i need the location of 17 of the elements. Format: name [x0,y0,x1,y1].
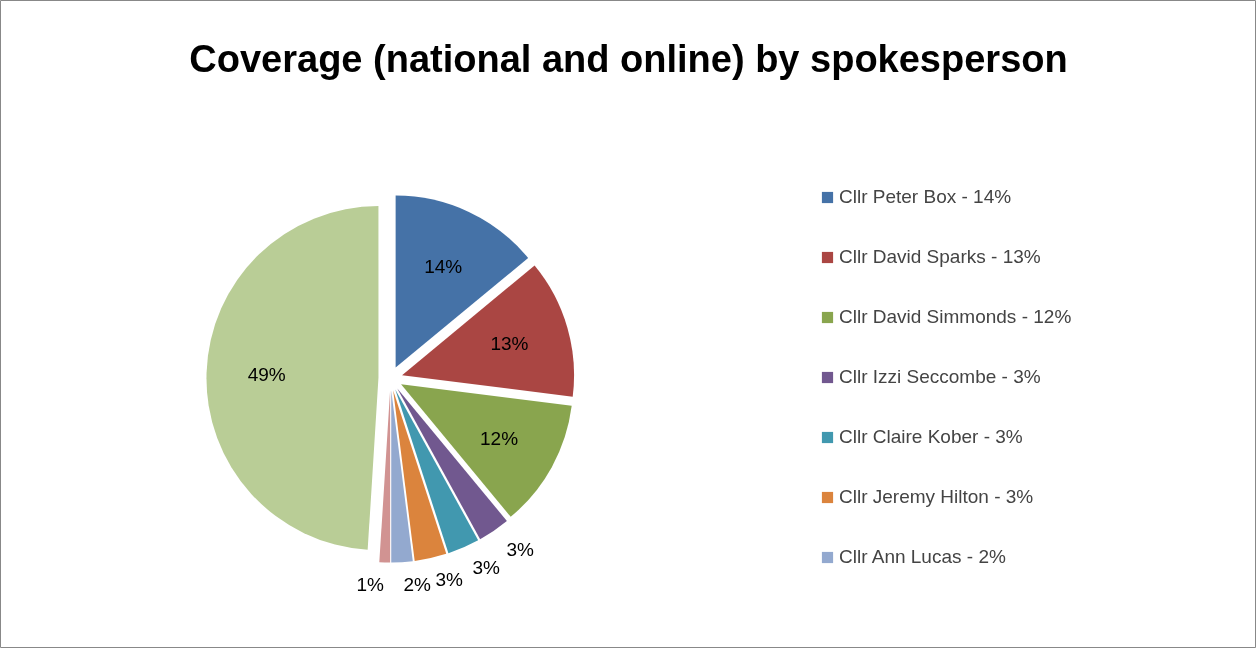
data-label: 3% [435,569,464,591]
data-label: 49% [247,364,286,386]
data-label: 14% [424,255,463,277]
legend-label: Cllr Ann Lucas - 2% [839,546,1006,568]
legend-label: Cllr Jeremy Hilton - 3% [839,486,1034,508]
data-label: 13% [490,333,529,355]
legend-label: Cllr Izzi Seccombe - 3% [839,366,1041,388]
data-label: 2% [403,573,432,595]
legend-label: Cllr Peter Box - 14% [839,186,1012,208]
data-label: 1% [356,574,385,596]
legend-label: Cllr Claire Kober - 3% [839,426,1023,448]
chart-title: Coverage (national and online) by spokesperson [189,37,1068,80]
legend-label: Cllr David Sparks - 13% [839,246,1041,268]
data-label: 12% [480,427,519,449]
data-label: 3% [506,538,535,560]
data-label: 3% [472,557,501,579]
legend-label: Cllr David Simmonds - 12% [839,306,1072,328]
